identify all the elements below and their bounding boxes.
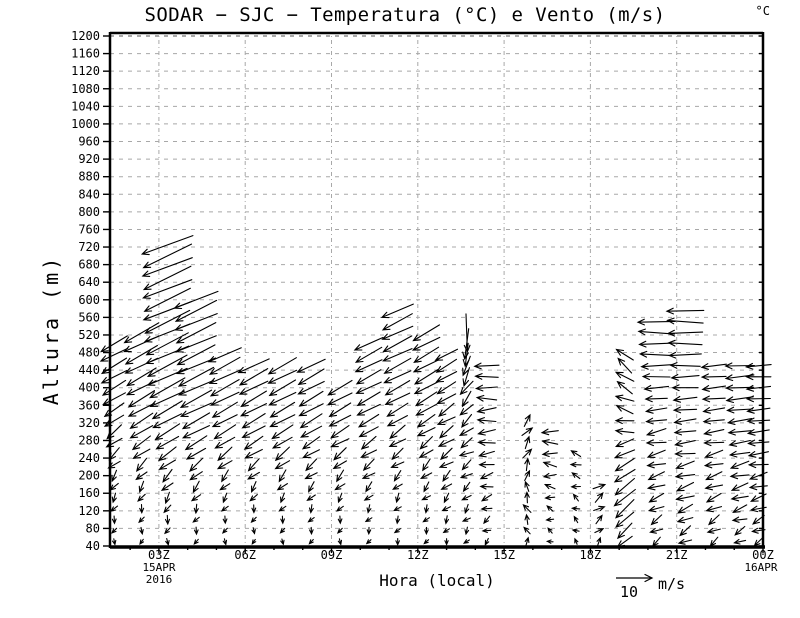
date-label-start-line2: 2016 (146, 573, 173, 586)
y-tick-label: 1080 (71, 82, 100, 96)
y-tick-label: 480 (78, 346, 100, 360)
axis-tick-labels: 40 80 120 160 200 240 280 320 360 400 440 480 520 560… (71, 29, 774, 562)
y-tick-label: 1040 (71, 99, 100, 113)
y-tick-label: 560 (78, 310, 100, 324)
y-tick-label: 760 (78, 222, 100, 236)
x-axis-label: Hora (local) (379, 571, 495, 590)
legend-speed-label: 10 (620, 583, 638, 601)
x-tick-label: 09Z (321, 548, 343, 562)
y-tick-label: 400 (78, 381, 100, 395)
y-tick-label: 800 (78, 205, 100, 219)
y-tick-label: 1000 (71, 117, 100, 131)
y-tick-label: 1200 (71, 29, 100, 43)
y-axis-label: Altura (m) (39, 255, 63, 405)
x-tick-label: 12Z (407, 548, 429, 562)
x-tick-label: 00Z (752, 548, 774, 562)
y-tick-label: 360 (78, 398, 100, 412)
legend-scale-arrow (616, 573, 654, 583)
units-label: °C (756, 4, 770, 18)
y-tick-label: 1120 (71, 64, 100, 78)
y-tick-label: 40 (86, 539, 100, 553)
date-label-end: 16APR (744, 561, 777, 574)
chart-title: SODAR − SJC − Temperatura (°C) e Vento (… (145, 4, 666, 26)
y-tick-label: 280 (78, 433, 100, 447)
plot-borders (108, 31, 765, 549)
gridlines (110, 35, 763, 546)
y-tick-label: 840 (78, 187, 100, 201)
y-tick-label: 600 (78, 293, 100, 307)
y-tick-label: 80 (86, 521, 100, 535)
wind-vectors (99, 235, 772, 548)
x-tick-label: 06Z (234, 548, 256, 562)
y-tick-label: 960 (78, 135, 100, 149)
y-tick-label: 720 (78, 240, 100, 254)
y-tick-label: 880 (78, 170, 100, 184)
y-tick-label: 640 (78, 275, 100, 289)
y-tick-label: 320 (78, 416, 100, 430)
x-tick-label: 21Z (666, 548, 688, 562)
date-label-start-line1: 15APR (142, 561, 175, 574)
x-tick-label: 18Z (580, 548, 602, 562)
x-tick-label: 03Z (148, 548, 170, 562)
y-tick-label: 680 (78, 258, 100, 272)
y-tick-label: 160 (78, 486, 100, 500)
legend-units-label: m/s (658, 575, 685, 593)
y-tick-label: 440 (78, 363, 100, 377)
x-tick-label: 15Z (493, 548, 515, 562)
y-tick-label: 120 (78, 504, 100, 518)
y-tick-label: 520 (78, 328, 100, 342)
y-tick-label: 200 (78, 469, 100, 483)
y-tick-label: 920 (78, 152, 100, 166)
y-tick-label: 240 (78, 451, 100, 465)
y-tick-label: 1160 (71, 47, 100, 61)
